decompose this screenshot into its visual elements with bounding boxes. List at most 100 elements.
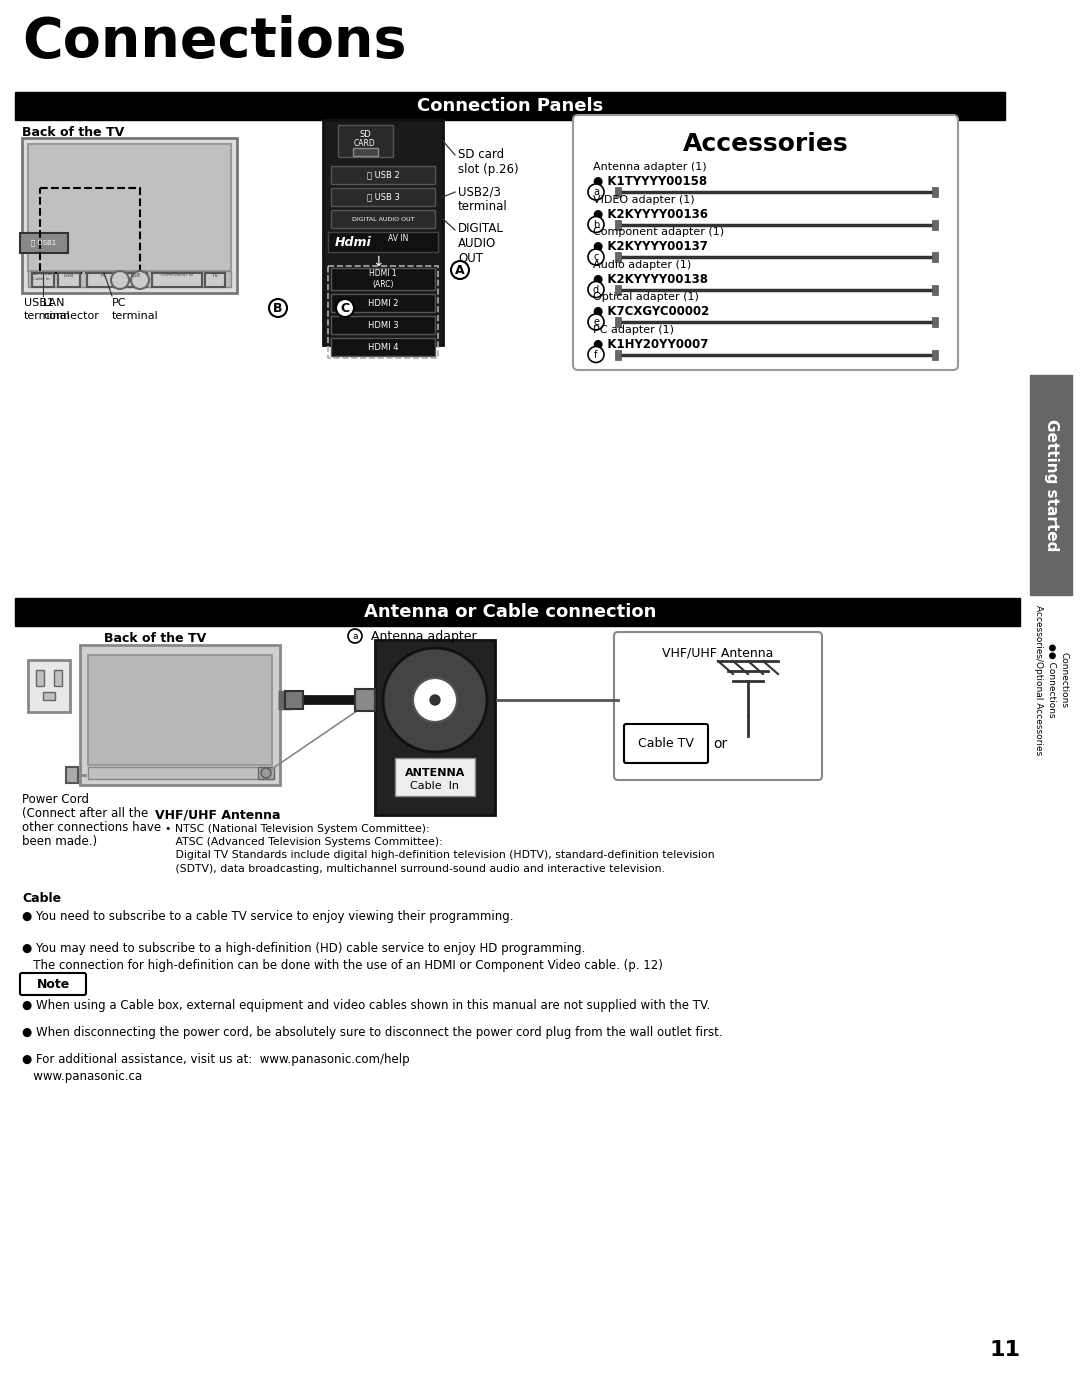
Circle shape: [383, 648, 487, 752]
Text: Back of the TV: Back of the TV: [104, 632, 206, 645]
Text: SD card
slot (p.26): SD card slot (p.26): [458, 149, 518, 176]
Text: been made.): been made.): [22, 836, 97, 848]
Text: VHF/UHF Antenna: VHF/UHF Antenna: [662, 645, 773, 659]
Text: ● K1HY20YY0007: ● K1HY20YY0007: [593, 337, 708, 351]
Text: Connections
●● Connections
Accessories/Optional Accessories: Connections ●● Connections Accessories/O…: [1034, 605, 1068, 755]
Text: Back of the TV: Back of the TV: [22, 126, 124, 139]
Text: connector: connector: [43, 311, 99, 321]
Text: Cable  In: Cable In: [410, 781, 459, 791]
Text: Note: Note: [37, 977, 69, 991]
Text: Cable: Cable: [22, 892, 62, 905]
Text: HDMI 3: HDMI 3: [367, 321, 399, 329]
Text: b: b: [593, 219, 599, 229]
Circle shape: [413, 677, 457, 722]
Bar: [328, 232, 438, 253]
Text: CARD: CARD: [354, 139, 376, 149]
Bar: [932, 316, 939, 328]
Bar: [28, 144, 231, 271]
Text: ANTENNA
Cable In: ANTENNA Cable In: [33, 272, 53, 280]
Text: DIGITAL
AUDIO
OUT: DIGITAL AUDIO OUT: [458, 222, 504, 265]
Circle shape: [131, 271, 149, 289]
FancyBboxPatch shape: [573, 115, 958, 371]
Bar: [330, 316, 435, 335]
Bar: [258, 768, 274, 779]
Bar: [328, 266, 438, 358]
Text: Component adapter (1): Component adapter (1): [593, 228, 724, 237]
Text: USB: USB: [131, 273, 141, 278]
Text: VHF/UHF Antenna: VHF/UHF Antenna: [156, 808, 281, 820]
Bar: [330, 167, 435, 185]
Circle shape: [111, 271, 129, 289]
Text: PC: PC: [100, 273, 108, 278]
Text: Antenna or Cable connection: Antenna or Cable connection: [364, 602, 657, 620]
Bar: [87, 273, 122, 287]
Text: AV IN: AV IN: [388, 233, 408, 243]
Text: ● When using a Cable box, external equipment and video cables shown in this manu: ● When using a Cable box, external equip…: [22, 999, 711, 1012]
Text: ● For additional assistance, visit us at:  www.panasonic.com/help
   www.panason: ● For additional assistance, visit us at…: [22, 1053, 409, 1083]
Bar: [330, 339, 435, 355]
Bar: [22, 137, 237, 293]
Bar: [932, 285, 939, 294]
Text: B: B: [273, 301, 283, 315]
Text: ● You may need to subscribe to a high-definition (HD) cable service to enjoy HD : ● You may need to subscribe to a high-de…: [22, 942, 663, 972]
Text: Antenna adapter: Antenna adapter: [367, 630, 476, 643]
Text: d: d: [593, 285, 599, 294]
Bar: [615, 187, 621, 197]
Bar: [323, 119, 443, 346]
Circle shape: [261, 768, 271, 779]
Bar: [15, 598, 1020, 626]
Text: a: a: [352, 632, 357, 640]
Text: Getting started: Getting started: [1043, 419, 1058, 551]
Bar: [932, 253, 939, 262]
Bar: [395, 758, 475, 795]
Text: Connections: Connections: [22, 15, 406, 69]
Bar: [87, 655, 272, 765]
Bar: [40, 187, 140, 273]
Bar: [330, 210, 435, 228]
Bar: [375, 640, 495, 815]
Bar: [66, 768, 78, 783]
Bar: [285, 691, 303, 709]
Text: other connections have: other connections have: [22, 820, 161, 834]
Bar: [87, 768, 272, 779]
Circle shape: [269, 298, 287, 316]
Bar: [353, 149, 378, 155]
Text: e: e: [593, 316, 599, 328]
Bar: [615, 253, 621, 262]
Text: PC: PC: [112, 298, 126, 308]
Circle shape: [588, 347, 604, 362]
Bar: [205, 273, 225, 287]
Text: terminal: terminal: [112, 311, 159, 321]
Text: Audio adapter (1): Audio adapter (1): [593, 260, 691, 269]
Circle shape: [336, 298, 354, 316]
Text: LAN: LAN: [64, 273, 75, 278]
Bar: [152, 273, 202, 287]
Circle shape: [430, 695, 440, 705]
Text: Connection Panels: Connection Panels: [417, 97, 603, 115]
Text: COMPONENT IN: COMPONENT IN: [161, 273, 193, 278]
Circle shape: [588, 217, 604, 233]
Text: Hdmi: Hdmi: [335, 236, 372, 248]
Text: C: C: [340, 301, 350, 315]
Text: HDMI 2: HDMI 2: [368, 298, 399, 308]
Text: SD: SD: [360, 130, 370, 139]
Text: ● K2KYYYY00136: ● K2KYYYY00136: [593, 207, 708, 221]
Text: or: or: [713, 737, 727, 751]
Text: Cable TV: Cable TV: [638, 737, 694, 750]
Text: LAN: LAN: [43, 298, 66, 308]
Text: ⮞ USB 2: ⮞ USB 2: [366, 171, 400, 179]
Bar: [125, 273, 147, 287]
FancyBboxPatch shape: [21, 973, 86, 995]
Text: f: f: [594, 350, 597, 359]
Text: ● K2KYYYY00137: ● K2KYYYY00137: [593, 240, 707, 253]
Circle shape: [451, 261, 469, 279]
Bar: [615, 316, 621, 328]
Bar: [15, 92, 1005, 119]
Text: VIDEO adapter (1): VIDEO adapter (1): [593, 194, 694, 204]
Text: ● K7CXGYC00002: ● K7CXGYC00002: [593, 305, 710, 318]
Text: HDMI 4: HDMI 4: [368, 343, 399, 351]
Text: Optical adapter (1): Optical adapter (1): [593, 291, 699, 303]
Text: ● You need to subscribe to a cable TV service to enjoy viewing their programming: ● You need to subscribe to a cable TV se…: [22, 911, 513, 923]
Bar: [330, 294, 435, 312]
Bar: [615, 350, 621, 359]
